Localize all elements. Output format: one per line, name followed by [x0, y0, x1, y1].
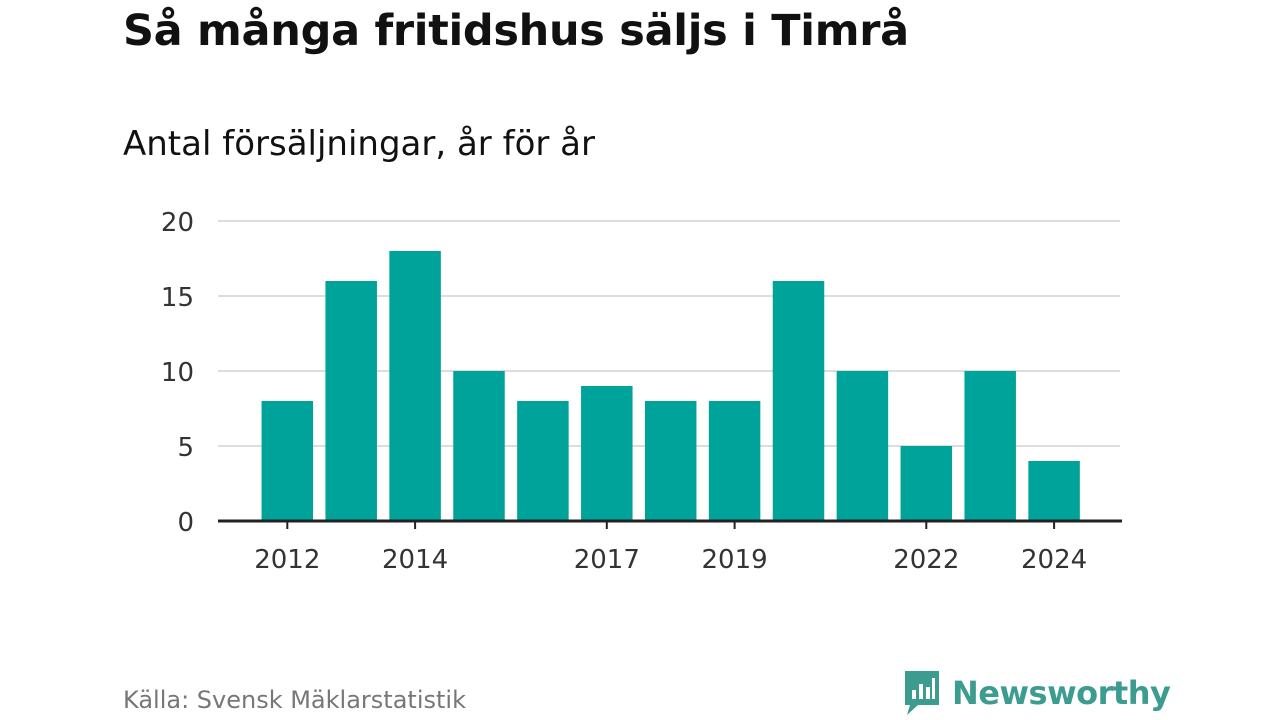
- bar: [325, 281, 377, 521]
- bar: [261, 401, 314, 521]
- bar: [453, 371, 505, 521]
- x-tick-label: 2019: [702, 545, 768, 575]
- x-tick-label: 2017: [574, 545, 640, 575]
- y-tick-label: 10: [161, 358, 194, 388]
- y-tick-label: 20: [161, 208, 194, 238]
- bar: [517, 401, 569, 521]
- source-note: Källa: Svensk Mäklarstatistik: [123, 686, 466, 714]
- bar: [900, 446, 953, 521]
- bar: [644, 401, 697, 521]
- bar: [836, 371, 889, 521]
- y-tick-label: 5: [177, 433, 194, 463]
- bar: [772, 281, 825, 521]
- y-tick-label: 15: [161, 283, 194, 313]
- brand-name: Newsworthy: [952, 674, 1171, 712]
- bar: [581, 386, 633, 521]
- x-tick-label: 2014: [382, 545, 448, 575]
- brand-logo: Newsworthy: [902, 668, 1171, 718]
- x-tick-label: 2022: [893, 545, 959, 575]
- chart-subtitle: Antal försäljningar, år för år: [123, 124, 595, 164]
- chart-title: Så många fritidshus säljs i Timrå: [123, 6, 909, 56]
- y-tick-label: 0: [177, 508, 194, 538]
- bar-chart: 0 5 10 15 20 2012 2014 2017 2019 2022 2024: [161, 208, 1122, 575]
- bar: [1028, 461, 1080, 521]
- bar: [708, 401, 761, 521]
- bar: [389, 251, 441, 521]
- x-tick-label: 2012: [254, 545, 320, 575]
- newsworthy-logo-icon: [905, 671, 939, 715]
- x-tick-label: 2024: [1021, 545, 1087, 575]
- bar: [964, 371, 1016, 521]
